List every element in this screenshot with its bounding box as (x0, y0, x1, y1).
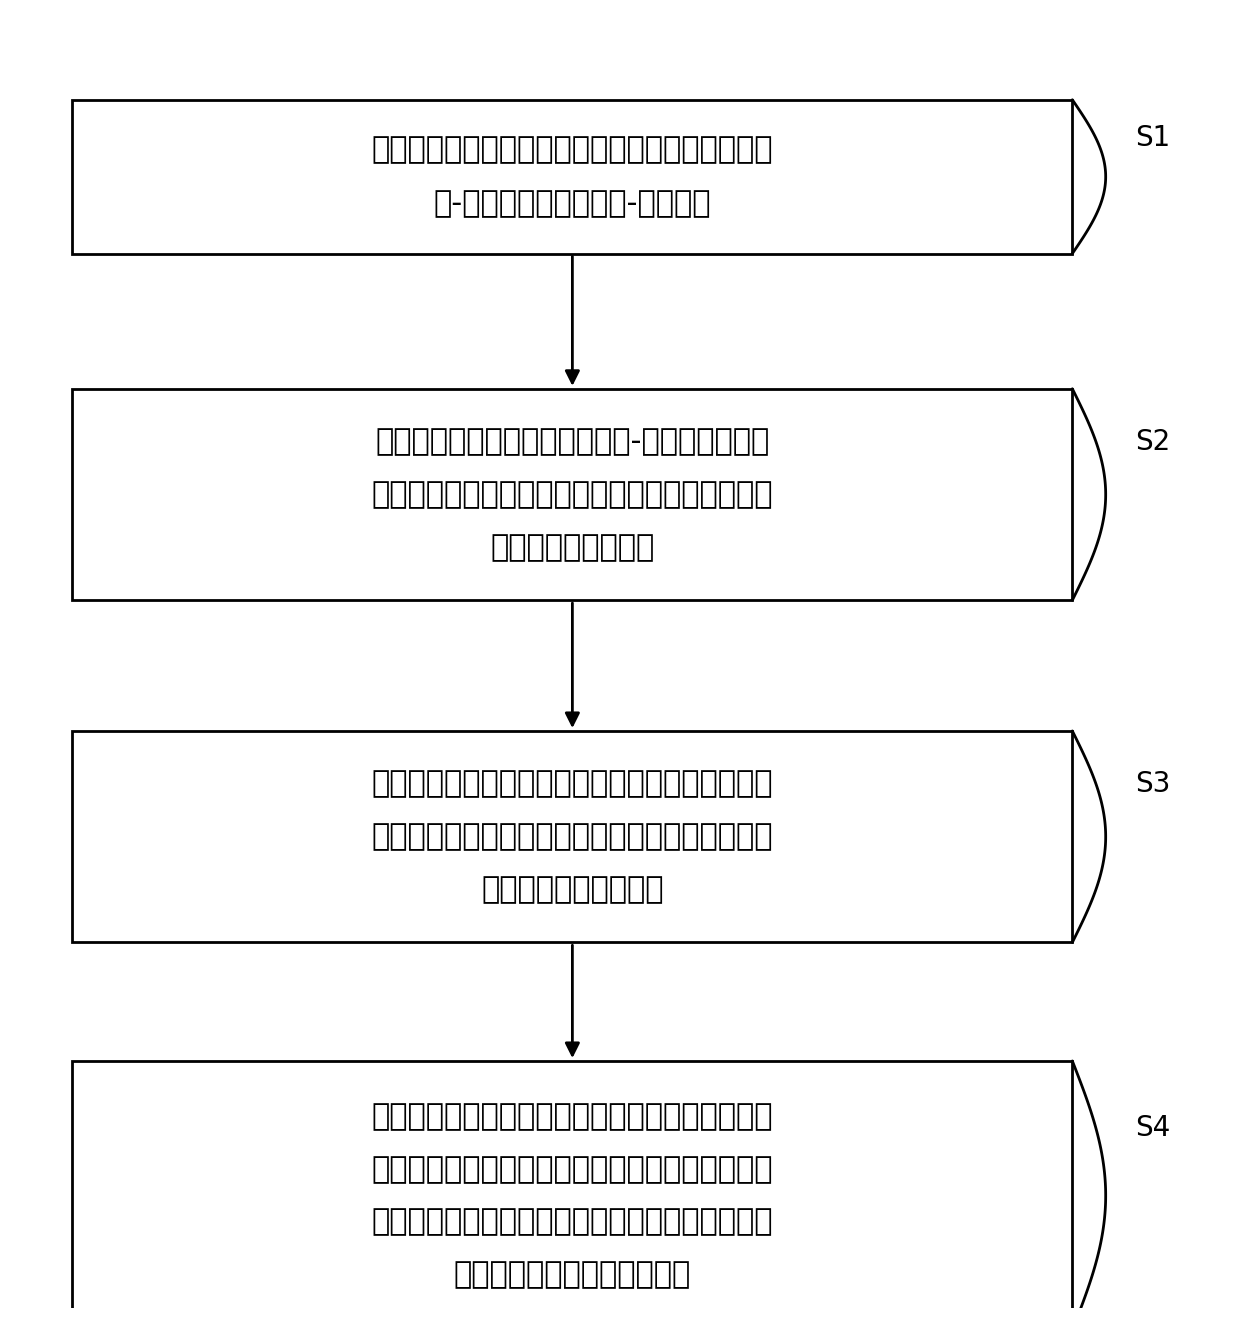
Text: 价处理，得到天线阵列的关于参数向量和端口激励: 价处理，得到天线阵列的关于参数向量和端口激励 (372, 822, 773, 852)
Text: S3: S3 (1136, 770, 1171, 798)
Text: 设定参数向量，对天线阵列的非线性方程组进行等: 设定参数向量，对天线阵列的非线性方程组进行等 (372, 769, 773, 798)
Text: 将天线阵列的端口激励设计参数的期望阵因子的振: 将天线阵列的端口激励设计参数的期望阵因子的振 (372, 135, 773, 164)
Bar (72, 100, 1073, 254)
Text: 根据天线阵列的设计要求，除所述某一方向的期望: 根据天线阵列的设计要求，除所述某一方向的期望 (372, 1103, 773, 1131)
Bar (72, 388, 1073, 601)
Text: 阵列的非线性方程组: 阵列的非线性方程组 (490, 533, 655, 562)
Text: S4: S4 (1136, 1115, 1171, 1143)
Bar (72, 732, 1073, 943)
Text: 设计参数的线性方程组: 设计参数的线性方程组 (481, 876, 663, 904)
Text: 幅-相位形式转换为实部-虚部形式: 幅-相位形式转换为实部-虚部形式 (434, 190, 711, 218)
Text: S2: S2 (1136, 427, 1171, 455)
Text: 为非零期望值外，其他方向的期望均为零；求解出: 为非零期望值外，其他方向的期望均为零；求解出 (372, 1155, 773, 1184)
Text: S1: S1 (1136, 124, 1171, 152)
Text: 根据天线阵列在某一方向的实部-虚部形式的期望: 根据天线阵列在某一方向的实部-虚部形式的期望 (376, 427, 770, 455)
Text: 得到实际天线阵列的排列布局: 得到实际天线阵列的排列布局 (454, 1260, 691, 1290)
Bar (72, 1061, 1073, 1330)
Text: 满足天线阵列的设计要求的端口激励设计参数，即: 满足天线阵列的设计要求的端口激励设计参数，即 (372, 1207, 773, 1236)
Text: 阵因子，结合该某一方向的实际阵因子，建立天线: 阵因子，结合该某一方向的实际阵因子，建立天线 (372, 481, 773, 509)
